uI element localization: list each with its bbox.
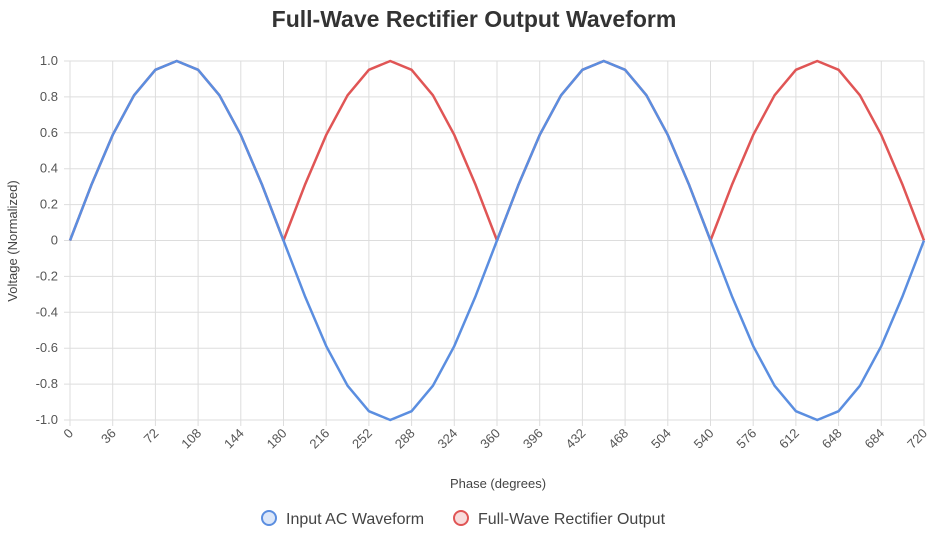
y-axis-ticks: 1.0 0.8 0.6 0.4 0.2 0 -0.2 -0.4 -0.6 -0.8 -1.0 [36, 53, 58, 427]
x-tick-label: 252 [349, 426, 375, 452]
x-tick-label: 720 [904, 426, 930, 452]
x-tick-label: 540 [691, 426, 717, 452]
grid-lines [64, 60, 925, 426]
y-tick-label: 0.4 [40, 161, 58, 176]
y-tick-label: -0.2 [36, 268, 58, 283]
x-axis-label: Phase (degrees) [450, 476, 546, 491]
y-tick-label: -0.4 [36, 304, 58, 319]
y-tick-label: 1.0 [40, 53, 58, 68]
legend: Input AC Waveform Full-Wave Rectifier Ou… [261, 510, 666, 528]
x-tick-label: 468 [605, 426, 631, 452]
y-tick-label: 0.6 [40, 125, 58, 140]
x-tick-label: 360 [477, 426, 503, 452]
y-tick-label: 0.2 [40, 197, 58, 212]
legend-marker-input-ac [261, 510, 277, 526]
y-axis-label: Voltage (Normalized) [5, 180, 20, 301]
x-tick-label: 684 [861, 426, 887, 452]
legend-label-rectifier-output: Full-Wave Rectifier Output [478, 511, 666, 528]
x-tick-label: 288 [392, 426, 418, 452]
y-tick-label: -1.0 [36, 412, 58, 427]
x-tick-label: 0 [60, 426, 76, 442]
x-tick-label: 648 [819, 426, 845, 452]
x-tick-label: 504 [648, 426, 674, 452]
y-tick-label: 0 [51, 233, 58, 248]
x-tick-label: 612 [776, 426, 802, 452]
series-line-input-ac-waveform [68, 59, 926, 422]
x-tick-label: 324 [434, 426, 460, 452]
legend-label-input-ac: Input AC Waveform [286, 511, 424, 528]
y-tick-label: 0.8 [40, 89, 58, 104]
legend-marker-rectifier-output [453, 510, 469, 526]
legend-item-rectifier-output[interactable]: Full-Wave Rectifier Output [453, 510, 666, 528]
series-layer [68, 59, 926, 422]
x-tick-label: 216 [306, 426, 332, 452]
x-tick-label: 36 [98, 426, 119, 447]
x-tick-label: 144 [221, 426, 247, 452]
x-axis-ticks: 0 36 72 108 144 180 216 252 288 324 360 396 432 468 50… [60, 426, 930, 452]
y-tick-label: -0.6 [36, 340, 58, 355]
chart-title: Full-Wave Rectifier Output Waveform [272, 6, 677, 32]
x-tick-label: 576 [733, 426, 759, 452]
legend-item-input-ac[interactable]: Input AC Waveform [261, 510, 424, 528]
x-tick-label: 72 [141, 426, 162, 447]
y-tick-label: -0.8 [36, 376, 58, 391]
x-tick-label: 396 [520, 426, 546, 452]
x-tick-label: 432 [563, 426, 589, 452]
x-tick-label: 108 [178, 426, 204, 452]
x-tick-label: 180 [264, 426, 290, 452]
